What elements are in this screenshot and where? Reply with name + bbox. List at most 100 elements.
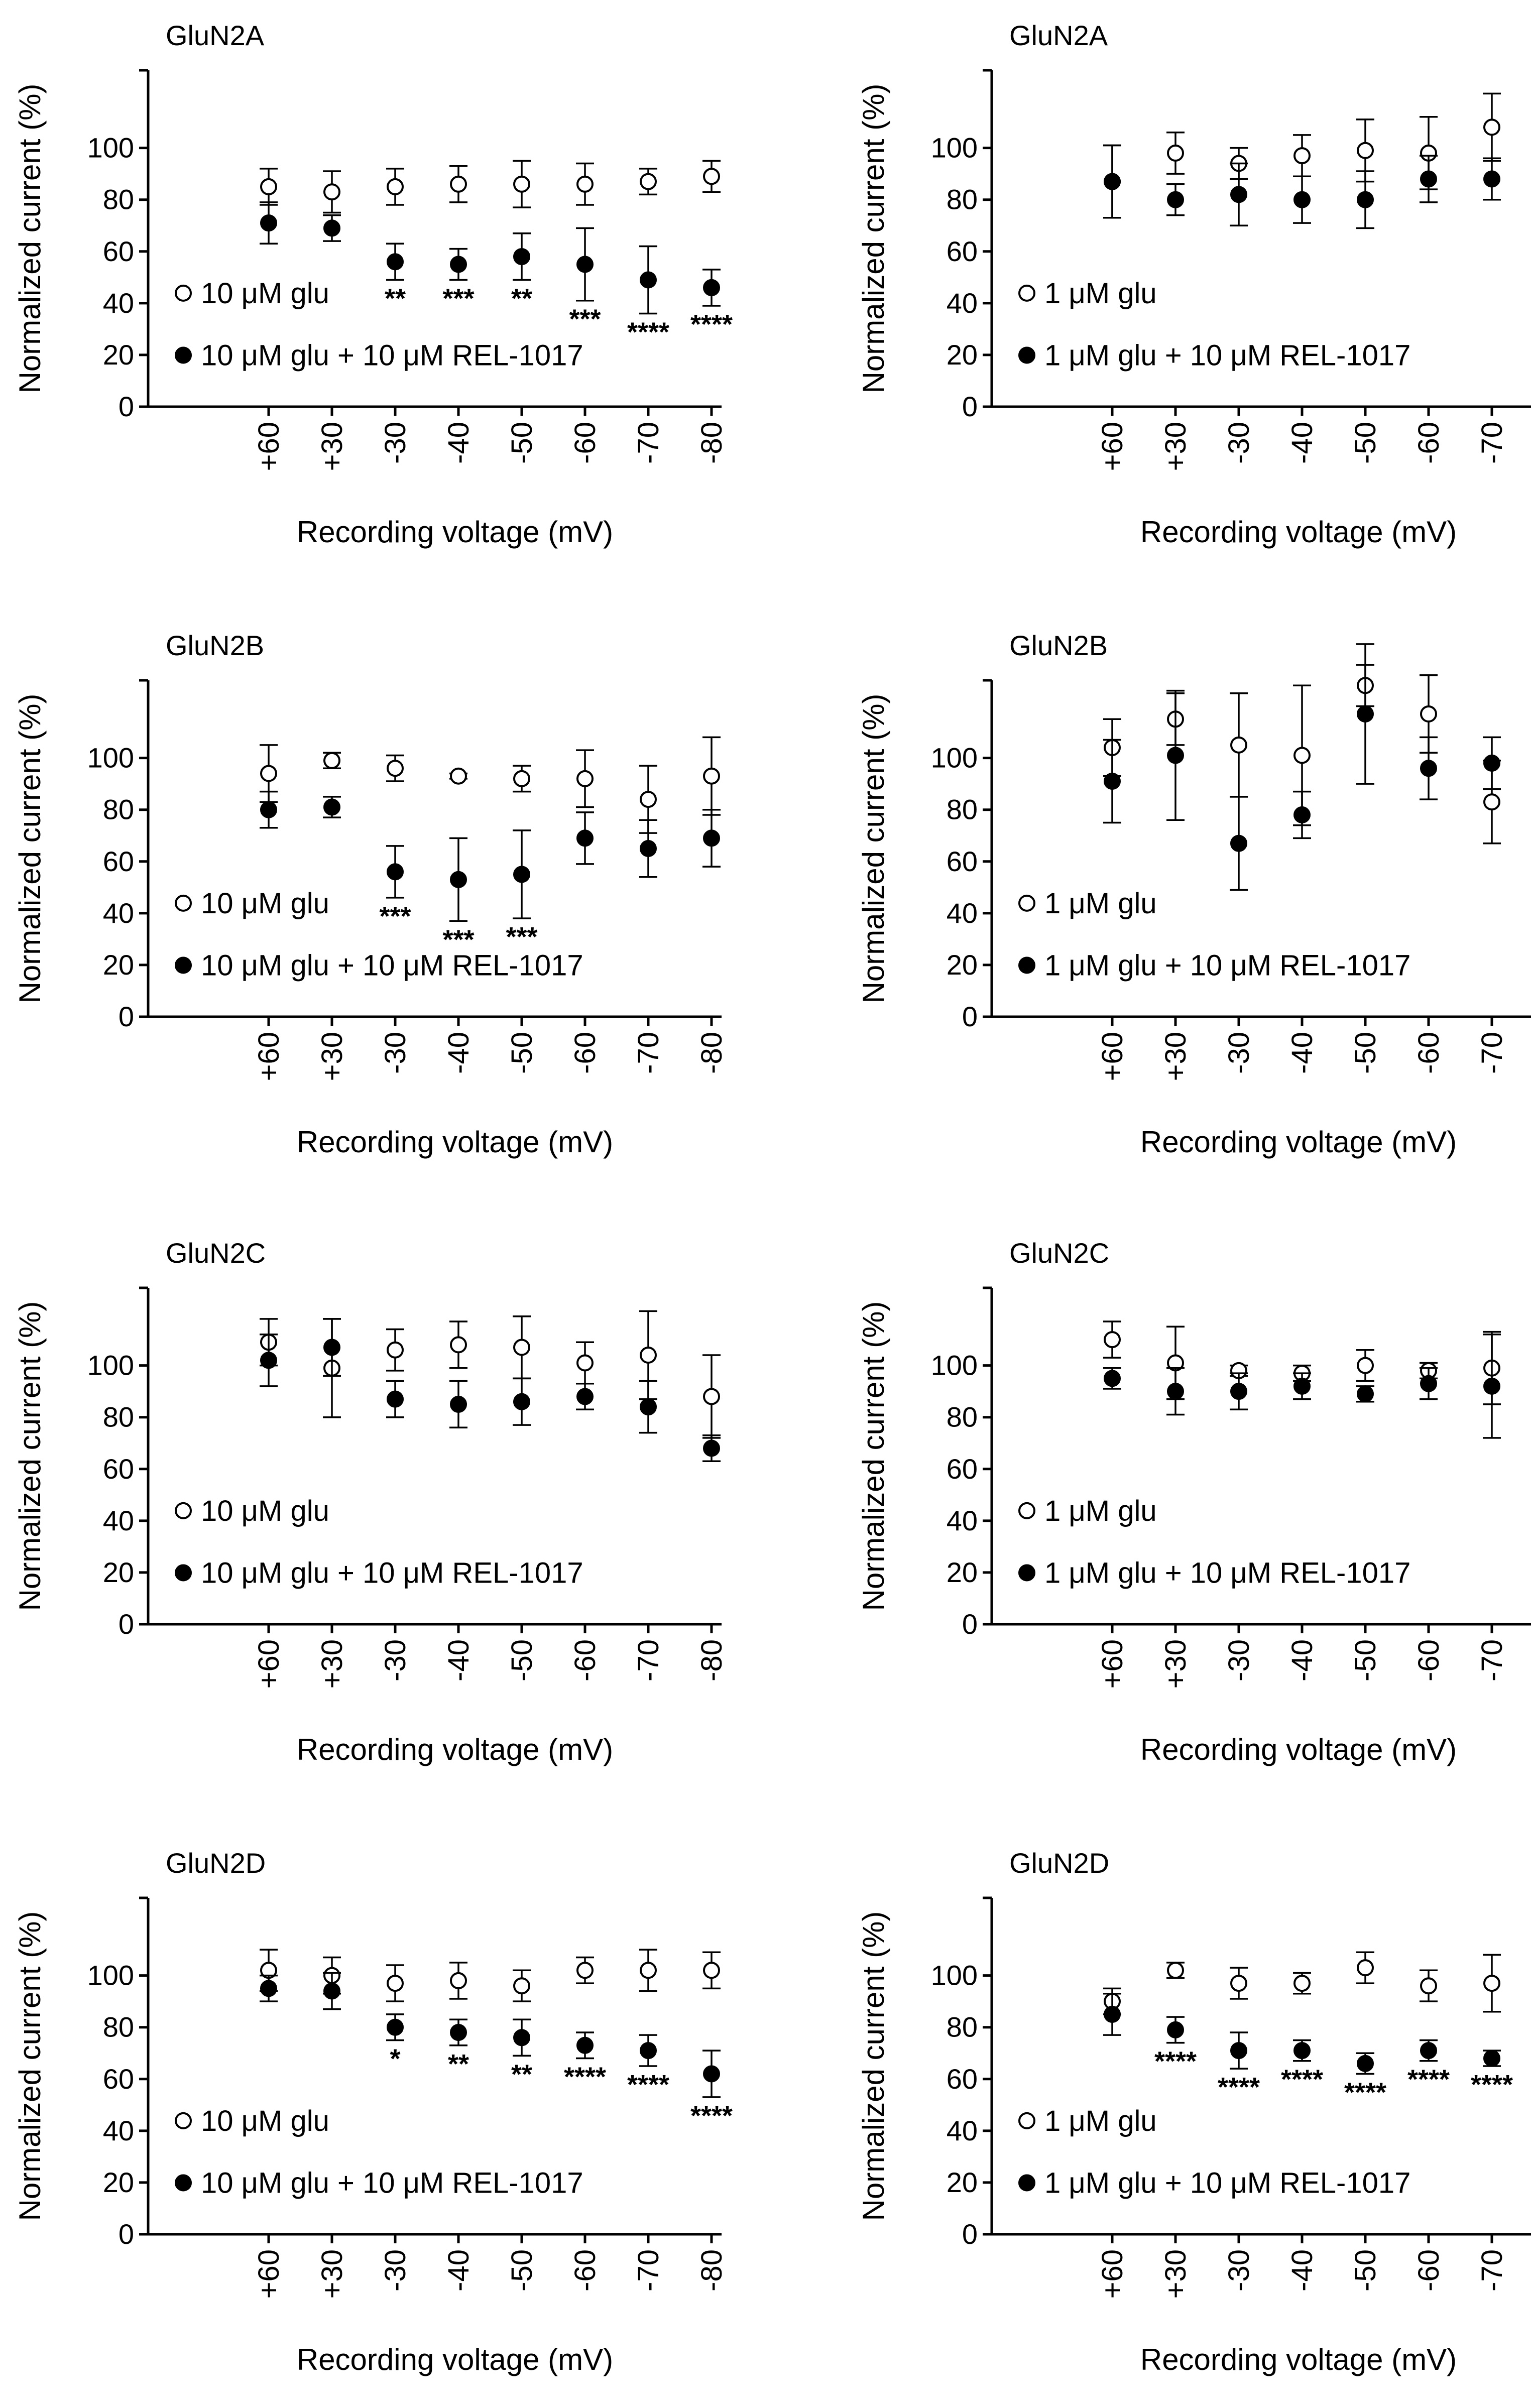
data-point-filled [1483,170,1500,188]
y-tick-label: 40 [947,897,978,929]
x-tick-label: +30 [1159,2249,1192,2299]
x-tick-label: -30 [379,2249,412,2292]
legend-marker-filled [175,346,192,364]
panel-title: GluN2D [166,1847,266,1879]
data-point-filled [260,801,277,818]
data-point-open [513,770,530,787]
data-point-open [576,770,594,787]
legend-label: 1 μM glu [1044,277,1157,310]
y-axis-label: Normalized current (%) [857,1911,890,2221]
significance-marker: **** [564,2062,606,2092]
data-point-filled [513,866,530,883]
significance-marker: ** [511,2059,532,2089]
data-point-filled [513,248,530,266]
y-tick-label: 60 [103,846,134,877]
data-point-open [576,175,594,193]
x-tick-label: +60 [1096,2249,1129,2299]
significance-marker: *** [442,924,474,954]
data-point-filled [576,256,594,273]
data-point-filled [1357,2055,1374,2072]
data-point-open [1357,1959,1374,1977]
panel-title: GluN2B [166,630,264,661]
y-tick-label: 60 [103,1453,134,1485]
y-tick-label: 80 [947,1401,978,1433]
data-point-filled [1420,1375,1437,1392]
y-tick-label: 100 [931,132,978,164]
y-axis-label: Normalized current (%) [13,84,47,394]
data-point-filled [1230,834,1247,852]
legend-marker-open [175,894,192,912]
panel-title: GluN2A [166,20,265,51]
data-point-open [1357,142,1374,159]
data-point-open [1483,793,1500,811]
y-tick-label: 0 [962,1001,978,1032]
x-tick-label: -30 [1223,422,1255,464]
legend-marker-filled [175,956,192,974]
y-tick-label: 80 [947,2011,978,2043]
significance-marker: ** [511,283,532,313]
x-tick-label: -50 [506,1639,538,1681]
data-point-filled [576,829,594,847]
x-tick-label: +60 [253,1032,285,1081]
x-tick-label: -30 [1223,1639,1255,1681]
x-axis-label: Recording voltage (mV) [297,515,613,549]
panel-title: GluN2C [166,1237,266,1269]
significance-marker: **** [1407,2065,1450,2095]
y-tick-label: 100 [931,742,978,774]
data-point-filled [1167,191,1184,208]
data-point-filled [450,256,467,273]
data-point-open [703,1388,720,1405]
legend-label: 10 μM glu + 10 μM REL-1017 [201,1557,583,1590]
legend-marker-filled [175,1564,192,1582]
panel-1: GluN2A 0 20 40 60 80 100 Normalized current (%)… [13,20,733,549]
x-tick-label: -50 [1349,1639,1382,1681]
data-point-open [640,1962,657,1979]
data-point-open [703,168,720,185]
data-point-filled [1483,754,1500,772]
significance-marker: ** [385,283,406,313]
legend-marker-filled [1018,1564,1035,1582]
legend-label: 1 μM glu + 10 μM REL-1017 [1044,2167,1410,2200]
data-point-filled [387,253,404,271]
x-tick-label: -60 [569,1032,602,1074]
data-point-filled [323,1339,340,1356]
x-tick-label: +30 [1159,1032,1192,1081]
y-tick-label: 80 [947,794,978,825]
legend-marker-open [1018,1502,1035,1519]
data-point-filled [1230,2042,1247,2060]
x-tick-label: -30 [379,1032,412,1074]
data-point-open [450,1972,467,1989]
x-tick-label: -30 [379,422,412,464]
legend-marker-filled [1018,346,1035,364]
x-axis-label: Recording voltage (mV) [1140,1125,1457,1159]
data-point-filled [576,2036,594,2054]
data-point-filled [703,2065,720,2083]
data-point-open [450,767,467,785]
data-point-filled [323,798,340,816]
data-point-filled [1293,2042,1311,2060]
panel-7: GluN2D 0 20 40 60 80 100 Normalized current (%)… [13,1847,733,2376]
legend-marker-open [1018,894,1035,912]
significance-marker: **** [1154,2046,1197,2077]
x-tick-label: -80 [695,1639,728,1681]
legend-marker-filled [1018,2174,1035,2192]
x-axis-label: Recording voltage (mV) [1140,1733,1457,1766]
data-point-open [1104,1331,1121,1349]
significance-marker: **** [1218,2072,1260,2102]
data-point-open [513,1977,530,1995]
data-point-filled [1104,173,1121,190]
y-tick-label: 60 [103,2063,134,2095]
x-tick-label: -60 [569,2249,602,2292]
data-point-open [1293,1975,1311,1992]
data-point-open [513,175,530,193]
data-point-open [576,1354,594,1372]
data-point-open [1420,705,1437,723]
data-point-open [260,178,277,195]
x-axis-label: Recording voltage (mV) [297,1125,613,1159]
y-tick-label: 20 [103,339,134,371]
data-point-filled [387,1390,404,1408]
panel-title: GluN2A [1009,20,1108,51]
significance-marker: **** [627,2070,669,2100]
data-point-filled [1420,170,1437,188]
x-tick-label: -40 [442,1032,475,1074]
